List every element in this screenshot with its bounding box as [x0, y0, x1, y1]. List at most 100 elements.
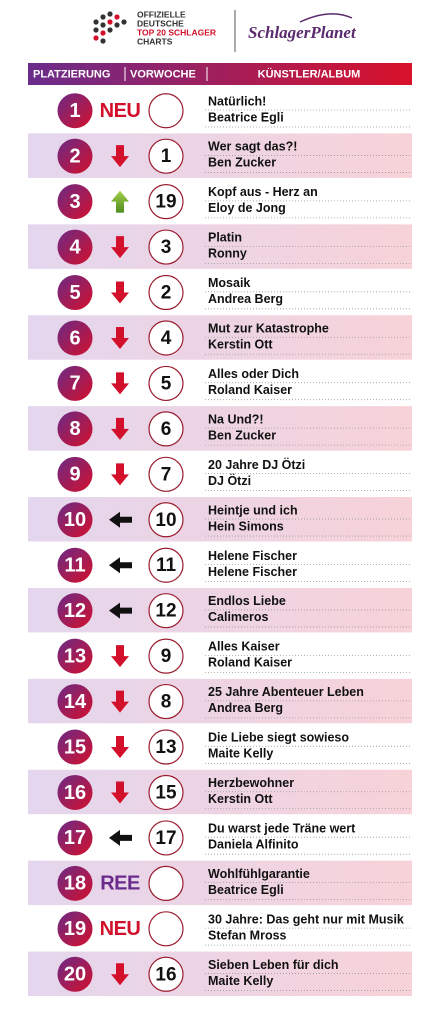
- previous-rank: 8: [161, 692, 172, 713]
- trend-arrow: [111, 145, 129, 168]
- artist: Hein Simons: [208, 519, 284, 533]
- previous-badge: [148, 911, 184, 947]
- trend-arrow: [111, 417, 129, 440]
- previous-rank: 13: [155, 737, 176, 758]
- artist: Stefan Mross: [208, 928, 287, 942]
- rank: 9: [69, 464, 80, 486]
- previous-rank: 4: [161, 328, 172, 349]
- logo-dot: [114, 14, 120, 20]
- logo-dot: [107, 19, 113, 25]
- trend-arrow: [111, 281, 129, 304]
- artist: Roland Kaiser: [208, 383, 292, 397]
- album-title: Sieben Leben für dich: [208, 958, 339, 972]
- album-title: 30 Jahre: Das geht nur mit Musik: [208, 912, 404, 926]
- previous-badge: [148, 93, 184, 129]
- previous-badge: [148, 865, 184, 901]
- trend-arrow: [111, 463, 129, 486]
- previous-rank: 5: [161, 373, 172, 394]
- trend-arrow: [111, 190, 129, 213]
- artist: Eloy de Jong: [208, 201, 286, 215]
- previous-rank: 6: [161, 419, 172, 440]
- previous-rank: 12: [155, 601, 176, 622]
- trend-arrow: [111, 326, 129, 349]
- trend-arrow: [111, 372, 129, 395]
- rank-badge: [57, 593, 93, 629]
- previous-badge: [148, 184, 184, 220]
- rank-badge: [57, 138, 93, 174]
- artist: Roland Kaiser: [208, 656, 292, 670]
- rank-badge: [57, 411, 93, 447]
- rank-badge: [57, 93, 93, 129]
- rank-badge: [57, 365, 93, 401]
- logo-text: DEUTSCHE: [137, 18, 184, 28]
- album-title: Du warst jede Träne wert: [208, 821, 356, 835]
- logo-dot: [93, 35, 99, 41]
- artist: Ben Zucker: [208, 428, 276, 442]
- trend-arrow: [109, 557, 132, 574]
- artist: Beatrice Egli: [208, 110, 284, 124]
- album-title: 20 Jahre DJ Ötzi: [208, 457, 305, 472]
- artist: Ronny: [208, 247, 247, 261]
- rank-badge: [57, 229, 93, 265]
- rank: 1: [69, 100, 80, 122]
- album-title: Helene Fischer: [208, 549, 297, 563]
- rank-badge: [57, 547, 93, 583]
- previous-badge: [148, 456, 184, 492]
- artist: Kerstin Ott: [208, 792, 273, 806]
- previous-badge: [148, 820, 184, 856]
- previous-badge: [148, 956, 184, 992]
- previous-rank: 17: [155, 828, 176, 849]
- logo-text: TOP 20 SCHLAGER: [137, 27, 216, 37]
- trend-arrow: [111, 736, 129, 759]
- trend-arrow: [109, 511, 132, 528]
- rank: 3: [69, 191, 80, 213]
- logo-text: OFFIZIELLE: [137, 9, 186, 19]
- album-title: Wohlfühlgarantie: [208, 867, 310, 881]
- previous-rank: 11: [156, 555, 177, 576]
- logo-text: CHARTS: [137, 36, 173, 46]
- trend-arrow: [111, 236, 129, 259]
- trend-arrow: [111, 963, 129, 986]
- rank: 4: [69, 236, 81, 258]
- column-header-bar: [28, 63, 412, 85]
- rank: 5: [69, 282, 80, 304]
- album-title: Alles Kaiser: [208, 640, 280, 654]
- rank: 20: [64, 964, 86, 986]
- artist: Andrea Berg: [208, 701, 283, 715]
- entry-marker: NEU: [100, 100, 141, 122]
- artist: DJ Ötzi: [208, 473, 251, 488]
- trend-arrow: [111, 645, 129, 668]
- album-title: Natürlich!: [208, 94, 266, 108]
- logo-dot: [107, 27, 113, 33]
- album-title: Mut zur Katastrophe: [208, 322, 329, 336]
- previous-badge: [148, 274, 184, 311]
- artist: Maite Kelly: [208, 747, 273, 761]
- album-title: Platin: [208, 231, 242, 245]
- rank-badge: [57, 275, 93, 311]
- previous-rank: 10: [155, 510, 176, 531]
- album-title: 25 Jahre Abenteuer Leben: [208, 685, 364, 699]
- previous-badge: [148, 638, 184, 674]
- rank-badge: [57, 820, 93, 856]
- rank-badge: [57, 729, 93, 765]
- rank: 16: [64, 782, 86, 804]
- previous-rank: 19: [155, 192, 176, 213]
- album-title: Herzbewohner: [208, 776, 294, 790]
- previous-rank: 3: [161, 237, 172, 258]
- rank: 19: [64, 918, 86, 940]
- previous-badge: [148, 320, 184, 356]
- trend-arrow: [111, 781, 129, 804]
- album-title: Heintje und ich: [208, 503, 298, 517]
- rank: 15: [64, 736, 86, 758]
- brand-logo: SchlagerPlanet: [248, 23, 357, 42]
- previous-rank: 2: [161, 283, 172, 304]
- previous-rank: 1: [161, 146, 172, 167]
- column-header: VORWOCHE: [130, 68, 196, 80]
- rank-badge: [57, 320, 93, 356]
- previous-badge: [148, 138, 184, 174]
- album-title: Wer sagt das?!: [208, 140, 297, 154]
- rank: 7: [69, 373, 80, 395]
- previous-badge: [148, 229, 184, 265]
- artist: Ben Zucker: [208, 156, 276, 170]
